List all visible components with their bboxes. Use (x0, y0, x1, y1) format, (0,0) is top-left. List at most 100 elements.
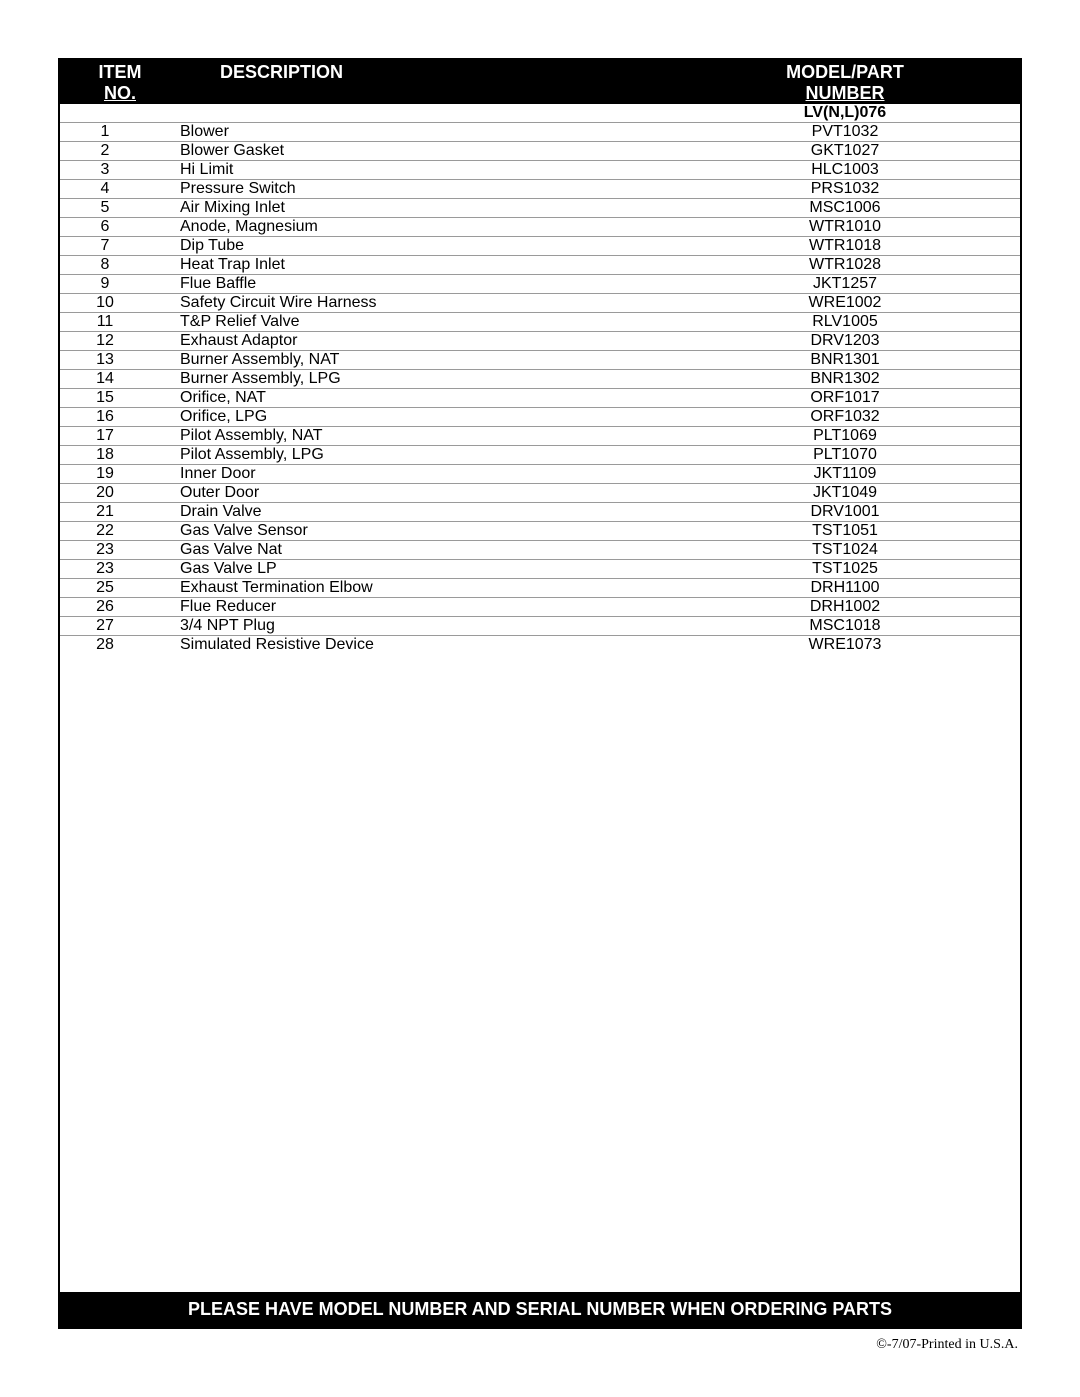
vertical-spacer (60, 654, 1020, 1292)
table-row: 2Blower GasketGKT1027 (60, 142, 1020, 161)
cell-item-no: 12 (60, 332, 180, 351)
header-item-line2: NO. (104, 83, 136, 103)
table-header: ITEM NO. DESCRIPTION MODEL/PART NUMBER (60, 60, 1020, 104)
table-row: 12Exhaust AdaptorDRV1203 (60, 332, 1020, 351)
cell-item-no: 25 (60, 579, 180, 598)
cell-description: Heat Trap Inlet (180, 256, 670, 275)
table-row: 23Gas Valve LPTST1025 (60, 560, 1020, 579)
table-row: 10Safety Circuit Wire HarnessWRE1002 (60, 294, 1020, 313)
cell-model: PLT1069 (670, 427, 1020, 446)
cell-item-no: 15 (60, 389, 180, 408)
footer-text: PLEASE HAVE MODEL NUMBER AND SERIAL NUMB… (188, 1299, 892, 1319)
cell-item-no: 11 (60, 313, 180, 332)
table-row: 4Pressure SwitchPRS1032 (60, 180, 1020, 199)
cell-description: Exhaust Termination Elbow (180, 579, 670, 598)
table-row: 23Gas Valve NatTST1024 (60, 541, 1020, 560)
cell-item-no: 16 (60, 408, 180, 427)
cell-model: WRE1073 (670, 636, 1020, 655)
cell-model: TST1024 (670, 541, 1020, 560)
cell-model: PVT1032 (670, 123, 1020, 142)
cell-item-no: 10 (60, 294, 180, 313)
cell-item-no: 7 (60, 237, 180, 256)
table-row: 1BlowerPVT1032 (60, 123, 1020, 142)
footer-bar: PLEASE HAVE MODEL NUMBER AND SERIAL NUMB… (60, 1292, 1020, 1327)
cell-item-no: 8 (60, 256, 180, 275)
parts-table-body: 1BlowerPVT10322Blower GasketGKT10273Hi L… (60, 123, 1020, 654)
cell-model: PRS1032 (670, 180, 1020, 199)
table-row: 16Orifice, LPGORF1032 (60, 408, 1020, 427)
header-model: MODEL/PART NUMBER (670, 62, 1020, 103)
cell-description: Flue Reducer (180, 598, 670, 617)
cell-description: Safety Circuit Wire Harness (180, 294, 670, 313)
table-row: 5Air Mixing InletMSC1006 (60, 199, 1020, 218)
table-row: 11T&P Relief ValveRLV1005 (60, 313, 1020, 332)
cell-item-no: 9 (60, 275, 180, 294)
cell-item-no: 2 (60, 142, 180, 161)
table-row: 21Drain ValveDRV1001 (60, 503, 1020, 522)
cell-model: WRE1002 (670, 294, 1020, 313)
cell-model: DRH1002 (670, 598, 1020, 617)
table-row: 9Flue BaffleJKT1257 (60, 275, 1020, 294)
cell-model: TST1051 (670, 522, 1020, 541)
cell-model: WTR1018 (670, 237, 1020, 256)
cell-item-no: 1 (60, 123, 180, 142)
table-row: 6Anode, MagnesiumWTR1010 (60, 218, 1020, 237)
model-subheader-spacer2 (180, 104, 670, 122)
cell-description: Flue Baffle (180, 275, 670, 294)
cell-model: JKT1109 (670, 465, 1020, 484)
cell-description: Simulated Resistive Device (180, 636, 670, 655)
table-row: 28Simulated Resistive DeviceWRE1073 (60, 636, 1020, 655)
cell-description: Gas Valve LP (180, 560, 670, 579)
table-row: 18Pilot Assembly, LPGPLT1070 (60, 446, 1020, 465)
cell-model: ORF1032 (670, 408, 1020, 427)
cell-item-no: 19 (60, 465, 180, 484)
cell-description: Pressure Switch (180, 180, 670, 199)
page: ITEM NO. DESCRIPTION MODEL/PART NUMBER L… (0, 0, 1080, 1397)
cell-model: TST1025 (670, 560, 1020, 579)
cell-description: 3/4 NPT Plug (180, 617, 670, 636)
model-subheader-spacer1 (60, 104, 180, 122)
table-row: 17Pilot Assembly, NATPLT1069 (60, 427, 1020, 446)
table-row: 26Flue ReducerDRH1002 (60, 598, 1020, 617)
table-row: 8Heat Trap InletWTR1028 (60, 256, 1020, 275)
model-subheader-text: LV(N,L)076 (670, 104, 1020, 122)
header-description-text: DESCRIPTION (220, 62, 343, 82)
cell-item-no: 3 (60, 161, 180, 180)
table-row: 22Gas Valve SensorTST1051 (60, 522, 1020, 541)
cell-description: Drain Valve (180, 503, 670, 522)
cell-item-no: 18 (60, 446, 180, 465)
cell-item-no: 17 (60, 427, 180, 446)
content-frame: ITEM NO. DESCRIPTION MODEL/PART NUMBER L… (58, 58, 1022, 1329)
cell-model: JKT1257 (670, 275, 1020, 294)
cell-description: Pilot Assembly, NAT (180, 427, 670, 446)
cell-model: JKT1049 (670, 484, 1020, 503)
table-row: 20Outer DoorJKT1049 (60, 484, 1020, 503)
cell-item-no: 26 (60, 598, 180, 617)
header-item-no: ITEM NO. (60, 62, 180, 103)
table-row: 14Burner Assembly, LPGBNR1302 (60, 370, 1020, 389)
cell-description: Inner Door (180, 465, 670, 484)
table-row: 13Burner Assembly, NATBNR1301 (60, 351, 1020, 370)
cell-item-no: 13 (60, 351, 180, 370)
table-row: 273/4 NPT PlugMSC1018 (60, 617, 1020, 636)
header-description: DESCRIPTION (180, 62, 670, 103)
cell-item-no: 27 (60, 617, 180, 636)
cell-item-no: 28 (60, 636, 180, 655)
cell-description: Orifice, NAT (180, 389, 670, 408)
cell-model: PLT1070 (670, 446, 1020, 465)
table-row: 25Exhaust Termination ElbowDRH1100 (60, 579, 1020, 598)
cell-model: BNR1302 (670, 370, 1020, 389)
cell-item-no: 20 (60, 484, 180, 503)
cell-model: RLV1005 (670, 313, 1020, 332)
cell-model: WTR1028 (670, 256, 1020, 275)
table-row: 3Hi LimitHLC1003 (60, 161, 1020, 180)
cell-model: DRV1203 (670, 332, 1020, 351)
cell-item-no: 23 (60, 560, 180, 579)
cell-description: Blower Gasket (180, 142, 670, 161)
cell-description: Gas Valve Nat (180, 541, 670, 560)
cell-item-no: 14 (60, 370, 180, 389)
cell-description: Blower (180, 123, 670, 142)
cell-description: Air Mixing Inlet (180, 199, 670, 218)
cell-description: Dip Tube (180, 237, 670, 256)
parts-table: 1BlowerPVT10322Blower GasketGKT10273Hi L… (60, 123, 1020, 654)
